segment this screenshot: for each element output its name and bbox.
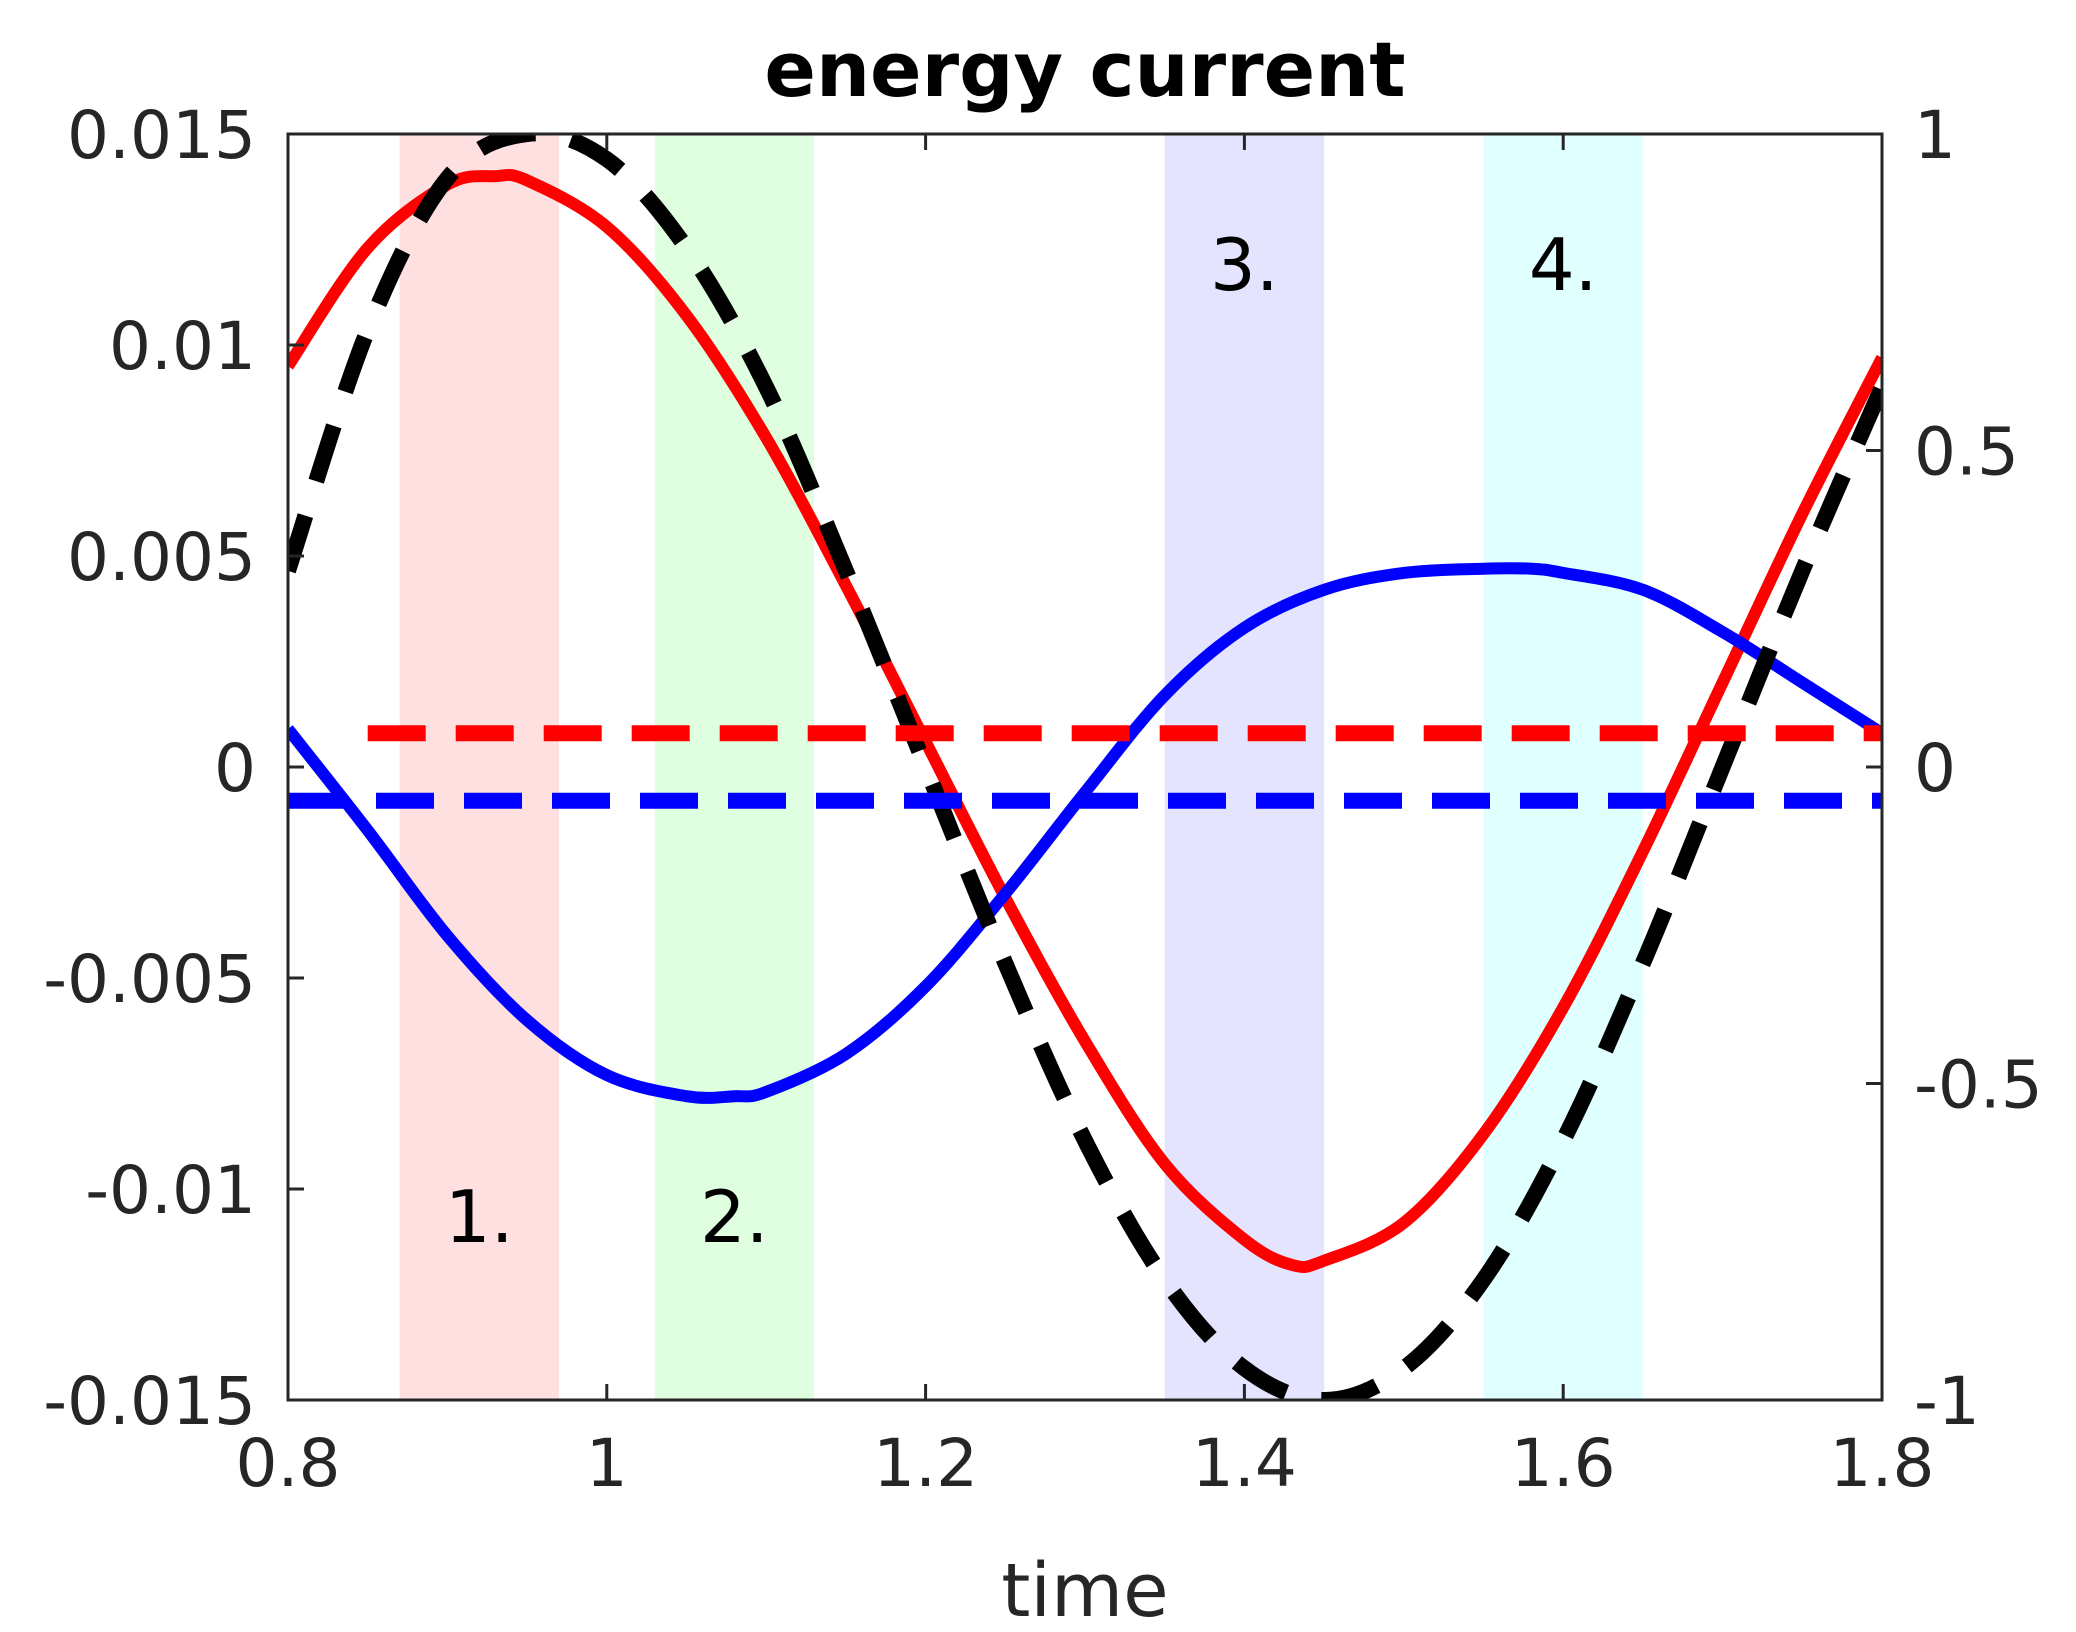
y-tick-label-right: 0 <box>1914 730 1956 807</box>
black-dashed-series <box>288 134 1882 1400</box>
x-tick-label: 1.8 <box>1830 1425 1935 1502</box>
y-tick-label-left: 0 <box>214 730 256 807</box>
band-4 <box>1483 134 1643 1400</box>
y-tick-label-right: 0.5 <box>1914 414 2019 491</box>
band-label-4: 4. <box>1529 223 1598 307</box>
x-tick-label: 1 <box>586 1425 628 1502</box>
blue-solid-series <box>288 562 1882 1104</box>
y-tick-label-right: -0.5 <box>1914 1047 2043 1124</box>
y-tick-label-left: -0.005 <box>43 941 256 1018</box>
band-label-2: 2. <box>700 1175 769 1259</box>
band-1 <box>399 134 559 1400</box>
highlight-bands <box>399 134 1643 1400</box>
band-2 <box>654 134 815 1400</box>
y-tick-label-right: 1 <box>1914 97 1956 174</box>
y-tick-label-left: -0.015 <box>43 1363 256 1440</box>
red-solid-series <box>288 168 1882 1274</box>
y-tick-label-left: -0.01 <box>85 1152 256 1229</box>
y-tick-label-left: 0.015 <box>67 97 256 174</box>
x-tick-label: 1.2 <box>873 1425 978 1502</box>
data-series <box>288 134 1882 1400</box>
band-label-1: 1. <box>445 1175 514 1259</box>
chart-title: energy current <box>764 25 1405 114</box>
x-tick-label: 0.8 <box>236 1425 341 1502</box>
band-3 <box>1164 134 1325 1400</box>
band-labels: 1. 2. 3. 4. <box>445 223 1598 1259</box>
y-tick-label-left: 0.005 <box>67 519 256 596</box>
y-tick-label-right: -1 <box>1914 1363 1980 1440</box>
y-tick-label-left: 0.01 <box>109 308 256 385</box>
x-tick-label: 1.6 <box>1511 1425 1616 1502</box>
axis-ticks: 0.8 1 1.2 1.4 1.6 1.8 -0.015 -0.01 -0.005 0 0.005 0… <box>43 97 2043 1502</box>
band-label-3: 3. <box>1210 223 1279 307</box>
x-tick-label: 1.4 <box>1192 1425 1297 1502</box>
x-axis-label: time <box>1001 1548 1168 1632</box>
